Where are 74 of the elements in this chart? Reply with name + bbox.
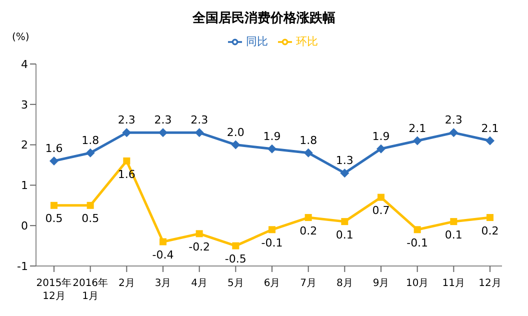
point: [378, 194, 384, 201]
point: [304, 214, 312, 222]
data-label: 2.3: [154, 114, 172, 127]
x-tick-label: 4月: [191, 278, 208, 289]
point: [341, 218, 348, 226]
x-tick-label: 10月: [406, 278, 429, 289]
point: [194, 128, 204, 138]
data-label: 0.5: [82, 212, 100, 226]
point: [340, 168, 350, 178]
point: [414, 226, 421, 234]
data-label: 2.3: [118, 114, 136, 127]
data-label: 1.3: [336, 154, 354, 168]
y-tick-label: 4: [21, 58, 28, 71]
data-label: 2.1: [481, 122, 499, 135]
point: [304, 148, 313, 158]
point: [160, 238, 166, 246]
legend-label: 环比: [296, 35, 318, 48]
point: [122, 128, 132, 138]
y-tick-label: 2: [21, 138, 28, 152]
y-tick-label: 1: [21, 179, 28, 192]
point: [231, 140, 240, 150]
x-tick-label: 2016年 1月: [72, 277, 108, 302]
data-label: 0.1: [336, 228, 354, 242]
point: [412, 136, 422, 146]
x-tick-label: 2015年 12月: [36, 277, 72, 302]
data-label: 2.3: [444, 114, 462, 127]
x-tick-label: 2月: [118, 278, 135, 289]
y-axis-title: (%): [12, 32, 30, 43]
data-label: 0.2: [481, 224, 499, 238]
point: [86, 202, 94, 209]
point: [232, 242, 240, 250]
data-label: 1.9: [263, 130, 281, 143]
x-tick-label: 11月: [442, 278, 466, 289]
data-label: 1.8: [82, 134, 100, 147]
chart-title: 全国居民消费价格涨跌幅: [192, 10, 336, 28]
point: [486, 214, 494, 222]
data-label: -0.1: [261, 236, 283, 250]
x-tick-label: 12月: [478, 278, 502, 289]
data-label: 0.1: [444, 228, 462, 242]
y-tick-label: 0: [21, 220, 28, 233]
y-tick-label: -1: [17, 260, 28, 273]
point: [196, 230, 203, 238]
data-label: -0.5: [224, 252, 246, 266]
point: [486, 136, 494, 146]
data-label: 0.5: [45, 212, 63, 226]
data-label: 2.0: [226, 126, 244, 139]
point: [376, 144, 386, 154]
legend-label: 同比: [246, 35, 268, 48]
data-label: 1.9: [372, 130, 390, 143]
data-label: 1.6: [45, 142, 63, 155]
point: [450, 218, 458, 226]
y-tick-label: 3: [21, 98, 28, 112]
point: [50, 202, 58, 209]
point: [50, 156, 58, 166]
data-label: 0.7: [372, 204, 390, 218]
point: [268, 226, 276, 234]
data-label: -0.2: [188, 240, 210, 254]
point: [449, 128, 458, 138]
point: [86, 148, 95, 158]
data-label: 0.2: [300, 224, 318, 238]
x-tick-label: 5月: [227, 278, 244, 289]
x-tick-label: 7月: [300, 278, 317, 289]
x-tick-label: 3月: [154, 278, 172, 289]
point: [158, 128, 168, 138]
x-tick-label: 6月: [264, 278, 280, 289]
data-label: -0.1: [406, 236, 428, 250]
x-tick-label: 8月: [336, 278, 353, 289]
data-label: 1.8: [300, 134, 318, 147]
data-label: 2.1: [408, 122, 426, 135]
data-label: 2.3: [190, 114, 208, 127]
x-tick-label: 9月: [372, 278, 390, 289]
data-label: -0.4: [152, 248, 174, 262]
point: [268, 144, 276, 154]
point: [123, 157, 130, 164]
